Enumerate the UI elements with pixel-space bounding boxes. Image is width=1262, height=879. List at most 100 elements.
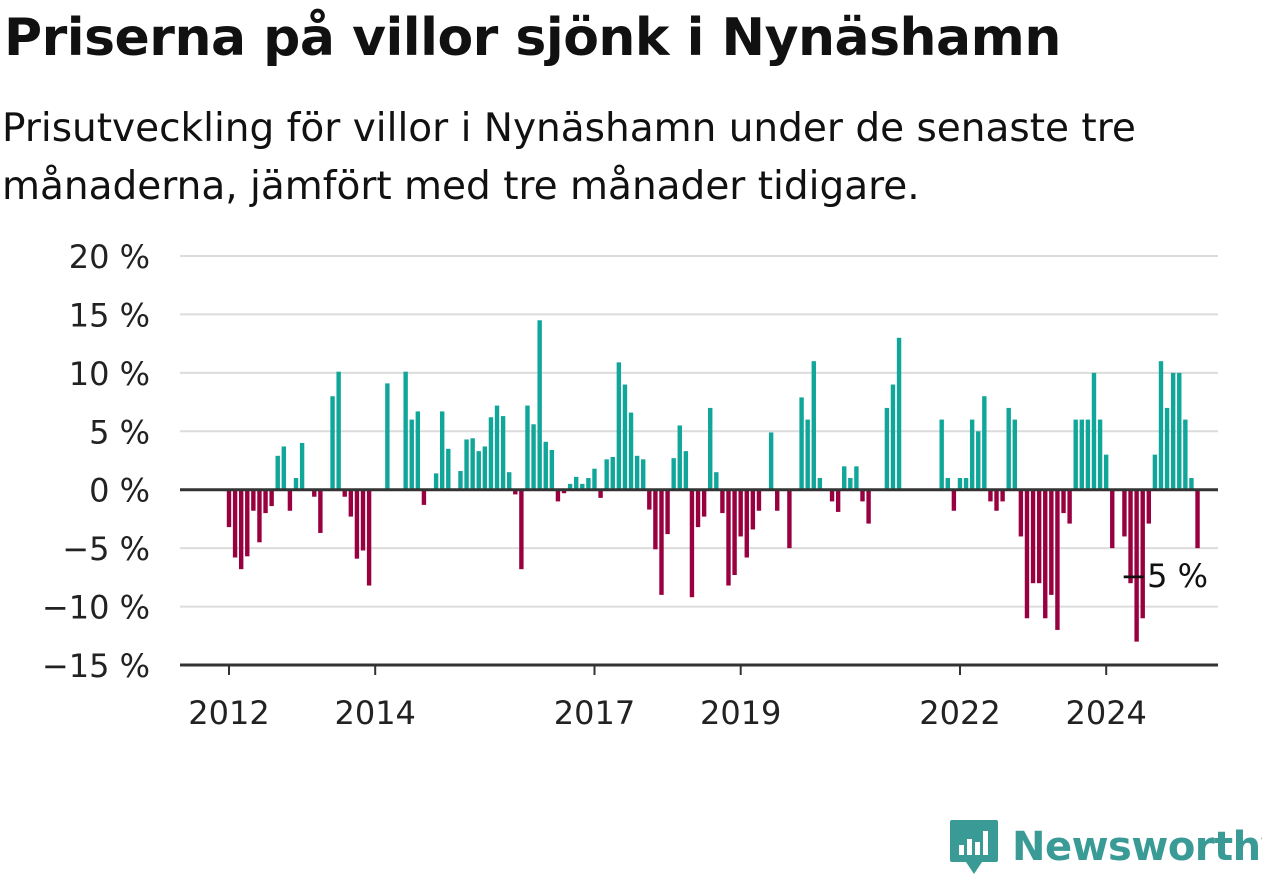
bar (976, 431, 981, 490)
bar (1177, 372, 1182, 490)
bar (348, 489, 354, 517)
x-tick-label: 2012 (188, 694, 269, 732)
bar (409, 419, 414, 490)
bar (738, 489, 743, 537)
axes (180, 488, 1218, 675)
bar (1049, 489, 1054, 595)
bar (835, 489, 841, 512)
bar (439, 411, 445, 490)
bar (963, 478, 969, 490)
bar (354, 489, 360, 559)
bar (775, 489, 780, 511)
y-tick-label: −5 % (62, 530, 150, 568)
x-tick-label: 2014 (334, 694, 415, 732)
bar (555, 489, 561, 502)
bar (1030, 489, 1036, 584)
bar (251, 489, 256, 511)
bar (756, 489, 762, 511)
bar (567, 483, 573, 490)
bar (1024, 489, 1030, 619)
bar (1043, 489, 1048, 619)
bar (1189, 478, 1194, 490)
newsworthy-logo[interactable]: Newsworthy (948, 818, 1262, 876)
bar (628, 412, 634, 490)
bar (1055, 489, 1060, 630)
bar (848, 478, 853, 490)
bar (494, 405, 500, 490)
x-tick-label: 2017 (554, 694, 635, 732)
bar (1183, 419, 1188, 490)
bar (299, 442, 305, 490)
bar (647, 489, 652, 510)
bar (1061, 489, 1066, 514)
bar (945, 478, 950, 490)
x-tick-label: 2022 (919, 694, 1000, 732)
bar (482, 446, 488, 490)
bar (732, 489, 737, 576)
bar (701, 489, 707, 517)
bar (257, 489, 262, 543)
bar (336, 371, 341, 490)
bar (360, 489, 366, 551)
bar (1128, 489, 1133, 584)
bar (312, 489, 317, 497)
bar (342, 489, 347, 497)
chart-title: Priserna på villor sjönk i Nynäshamn (4, 8, 1061, 68)
bar (513, 489, 518, 495)
bar (714, 472, 719, 490)
bar (1091, 372, 1097, 490)
bar (385, 383, 390, 490)
bar (787, 489, 792, 549)
bar (446, 448, 451, 490)
bar (994, 489, 999, 511)
bar (659, 489, 664, 595)
bar (1067, 489, 1072, 524)
bar (695, 489, 701, 528)
bar (1158, 361, 1164, 490)
bar (1006, 407, 1011, 490)
bar (1146, 489, 1152, 524)
bar (1152, 454, 1158, 490)
bar (671, 458, 676, 490)
y-tick-label: 10 % (69, 355, 150, 393)
bar (768, 432, 774, 490)
bar (653, 489, 658, 550)
bar (433, 473, 439, 490)
bar (531, 424, 536, 490)
bar (245, 489, 250, 557)
bar (860, 489, 865, 502)
bar (982, 396, 987, 490)
bar (549, 449, 555, 490)
y-tick-label: 5 % (89, 413, 150, 451)
bar (574, 476, 579, 490)
bar (610, 456, 615, 490)
bar (561, 489, 567, 494)
bar (677, 425, 682, 490)
bar (634, 455, 640, 490)
bar (598, 489, 603, 498)
bar (537, 320, 542, 490)
bar (1097, 419, 1103, 490)
bar (817, 478, 823, 490)
bar (543, 441, 548, 490)
bar (969, 419, 975, 490)
last-value-label: −5 % (1120, 557, 1208, 595)
bar (507, 472, 512, 490)
bar (622, 384, 628, 490)
bar (829, 489, 835, 502)
bar (330, 396, 335, 490)
bar (592, 468, 597, 490)
brand-name: Newsworthy (1012, 824, 1262, 870)
bar (750, 489, 756, 530)
bar (604, 459, 609, 490)
bar (744, 489, 749, 558)
bar (896, 337, 902, 490)
bar (665, 489, 670, 535)
bar (1164, 407, 1170, 490)
bar (689, 489, 695, 598)
bar (1073, 419, 1078, 490)
bar (890, 384, 896, 490)
bar (366, 489, 372, 586)
bar (1000, 489, 1005, 502)
bar (720, 489, 725, 514)
